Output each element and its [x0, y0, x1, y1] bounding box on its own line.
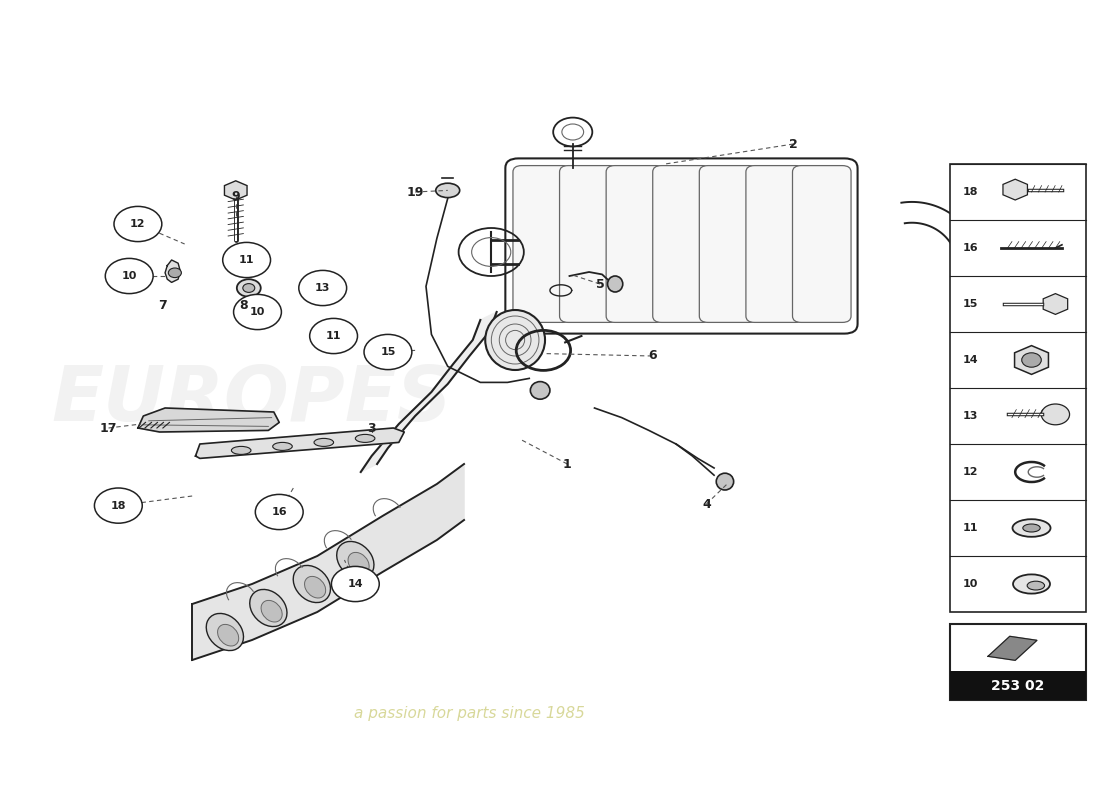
- FancyBboxPatch shape: [606, 166, 664, 322]
- Ellipse shape: [337, 542, 374, 578]
- Circle shape: [299, 270, 346, 306]
- Ellipse shape: [305, 576, 326, 598]
- Circle shape: [222, 242, 271, 278]
- Circle shape: [168, 268, 182, 278]
- Polygon shape: [361, 312, 497, 472]
- Ellipse shape: [314, 438, 333, 446]
- Ellipse shape: [231, 446, 251, 454]
- Text: 18: 18: [111, 501, 126, 510]
- FancyBboxPatch shape: [652, 166, 712, 322]
- Text: 10: 10: [250, 307, 265, 317]
- Text: 9: 9: [231, 190, 240, 202]
- Text: a passion for parts since 1985: a passion for parts since 1985: [354, 706, 585, 721]
- Ellipse shape: [355, 434, 375, 442]
- Text: 4: 4: [702, 498, 711, 510]
- Ellipse shape: [348, 552, 370, 574]
- FancyBboxPatch shape: [746, 166, 804, 322]
- Text: 2: 2: [789, 138, 797, 150]
- Text: 16: 16: [272, 507, 287, 517]
- Circle shape: [233, 294, 282, 330]
- Text: 13: 13: [315, 283, 330, 293]
- Ellipse shape: [250, 590, 287, 626]
- Text: 14: 14: [348, 579, 363, 589]
- Ellipse shape: [218, 624, 239, 646]
- Polygon shape: [196, 428, 404, 458]
- Ellipse shape: [716, 473, 734, 490]
- FancyBboxPatch shape: [513, 166, 572, 322]
- Text: EUROPES: EUROPES: [52, 363, 452, 437]
- Text: 12: 12: [130, 219, 145, 229]
- Text: 11: 11: [962, 523, 979, 533]
- Circle shape: [310, 318, 358, 354]
- Text: 10: 10: [962, 579, 978, 589]
- Text: 7: 7: [158, 299, 167, 312]
- Ellipse shape: [243, 284, 255, 292]
- Circle shape: [255, 494, 304, 530]
- Text: 15: 15: [962, 299, 978, 309]
- Ellipse shape: [1023, 524, 1041, 532]
- Text: 11: 11: [326, 331, 341, 341]
- Text: 11: 11: [239, 255, 254, 265]
- Text: 1: 1: [563, 458, 572, 470]
- Ellipse shape: [1027, 581, 1045, 590]
- Bar: [950, 624, 1086, 700]
- Text: 17: 17: [100, 422, 118, 434]
- Polygon shape: [165, 260, 180, 282]
- Text: 253 02: 253 02: [991, 678, 1045, 693]
- Text: 12: 12: [962, 467, 979, 477]
- Ellipse shape: [485, 310, 544, 370]
- Ellipse shape: [436, 183, 460, 198]
- Ellipse shape: [207, 614, 243, 650]
- Bar: [950, 671, 1086, 700]
- Bar: [950, 164, 1086, 612]
- FancyBboxPatch shape: [700, 166, 758, 322]
- Text: 18: 18: [962, 187, 979, 197]
- Text: 16: 16: [962, 243, 979, 253]
- Polygon shape: [988, 636, 1037, 660]
- Circle shape: [364, 334, 411, 370]
- Text: 10: 10: [121, 271, 136, 281]
- Ellipse shape: [607, 276, 623, 292]
- Ellipse shape: [1012, 519, 1050, 537]
- Circle shape: [1022, 353, 1042, 367]
- Text: 8: 8: [239, 299, 248, 312]
- Ellipse shape: [236, 279, 261, 297]
- Ellipse shape: [1013, 574, 1050, 594]
- Circle shape: [114, 206, 162, 242]
- Ellipse shape: [273, 442, 293, 450]
- Text: 6: 6: [648, 350, 657, 362]
- Text: 3: 3: [367, 422, 376, 434]
- Text: 14: 14: [962, 355, 979, 365]
- FancyBboxPatch shape: [792, 166, 851, 322]
- Text: 5: 5: [595, 278, 604, 290]
- Circle shape: [1042, 404, 1069, 425]
- Circle shape: [106, 258, 153, 294]
- Polygon shape: [138, 408, 279, 432]
- Polygon shape: [192, 464, 464, 660]
- FancyBboxPatch shape: [560, 166, 618, 322]
- Text: 15: 15: [381, 347, 396, 357]
- Ellipse shape: [530, 382, 550, 399]
- Ellipse shape: [294, 566, 330, 602]
- Text: 13: 13: [962, 411, 978, 421]
- Circle shape: [95, 488, 142, 523]
- Text: 19: 19: [406, 186, 424, 198]
- Circle shape: [331, 566, 379, 602]
- Ellipse shape: [261, 600, 283, 622]
